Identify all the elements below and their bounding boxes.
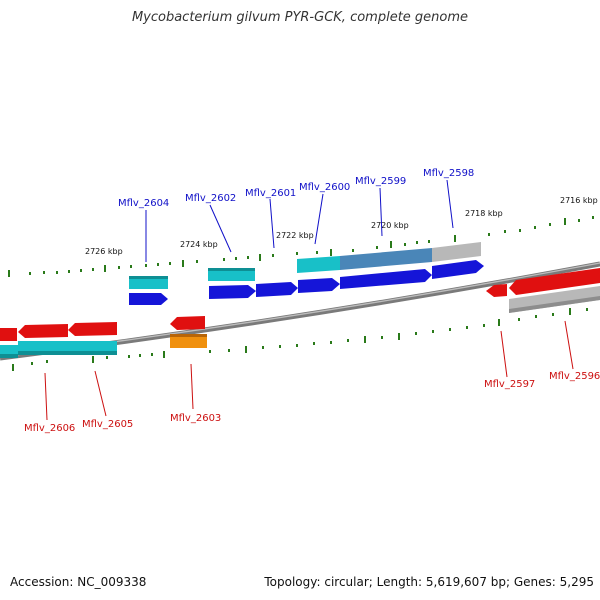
plus-label-leaders bbox=[145, 179, 454, 262]
genome-stats: Topology: circular; Length: 5,619,607 bp… bbox=[264, 575, 594, 589]
scale-labels: 2726 kbp 2724 kbp 2722 kbp 2720 kbp 2718… bbox=[85, 196, 598, 256]
scale-label: 2718 kbp bbox=[465, 209, 503, 218]
accession-label: Accession: NC_009338 bbox=[10, 575, 147, 589]
gene-label-plus: Mflv_2604 bbox=[118, 198, 169, 209]
gene-label-plus: Mflv_2602 bbox=[185, 193, 236, 204]
gene-arrow-minus bbox=[68, 322, 117, 336]
minus-cds-features bbox=[0, 286, 600, 358]
plus-cds-features bbox=[129, 242, 481, 289]
minus-gene-arrows bbox=[0, 268, 600, 341]
cds-bar bbox=[208, 268, 255, 281]
gene-label-plus: Mflv_2601 bbox=[245, 188, 296, 199]
gene-arrow-plus bbox=[298, 278, 340, 293]
gene-label-minus: Mflv_2597 bbox=[484, 379, 535, 390]
gene-label-minus: Mflv_2605 bbox=[82, 419, 133, 430]
gene-arrow-plus bbox=[209, 285, 256, 299]
minus-label-leaders bbox=[44, 320, 574, 421]
gene-arrow-plus bbox=[129, 293, 168, 305]
plus-gene-arrows bbox=[129, 260, 484, 305]
gene-label-minus: Mflv_2596 bbox=[549, 371, 600, 382]
gene-arrow-plus bbox=[340, 269, 432, 289]
gene-arrow-minus bbox=[509, 268, 600, 295]
scale-label: 2716 kbp bbox=[560, 196, 598, 205]
cds-bar bbox=[340, 248, 432, 270]
plus-strand-ruler bbox=[8, 216, 594, 277]
gene-arrow-plus bbox=[432, 260, 484, 279]
gene-arrow-minus bbox=[0, 328, 17, 341]
gene-arrow-plus bbox=[256, 282, 298, 297]
cds-bar bbox=[297, 256, 340, 273]
gene-arrow-minus bbox=[18, 324, 68, 338]
gene-label-plus: Mflv_2599 bbox=[355, 176, 406, 187]
scale-label: 2720 kbp bbox=[371, 221, 409, 230]
gene-label-minus: Mflv_2606 bbox=[24, 423, 75, 434]
plus-gene-labels: Mflv_2604 Mflv_2602 Mflv_2601 Mflv_2600 … bbox=[118, 168, 474, 209]
scale-label: 2726 kbp bbox=[85, 247, 123, 256]
cds-bar bbox=[432, 242, 481, 262]
map-title: Mycobacterium gilvum PYR-GCK, complete g… bbox=[131, 10, 469, 25]
cds-bar bbox=[170, 334, 207, 348]
minus-strand-ruler bbox=[12, 308, 588, 371]
gene-label-minus: Mflv_2603 bbox=[170, 413, 221, 424]
gene-label-plus: Mflv_2600 bbox=[299, 182, 350, 193]
scale-label: 2724 kbp bbox=[180, 240, 218, 249]
gene-arrow-minus bbox=[170, 316, 205, 330]
gene-label-plus: Mflv_2598 bbox=[423, 168, 474, 179]
gene-arrow-minus bbox=[486, 284, 507, 297]
cds-bar bbox=[129, 276, 168, 289]
scale-label: 2722 kbp bbox=[276, 231, 314, 240]
minus-gene-labels: Mflv_2606 Mflv_2605 Mflv_2603 Mflv_2597 … bbox=[24, 371, 600, 434]
